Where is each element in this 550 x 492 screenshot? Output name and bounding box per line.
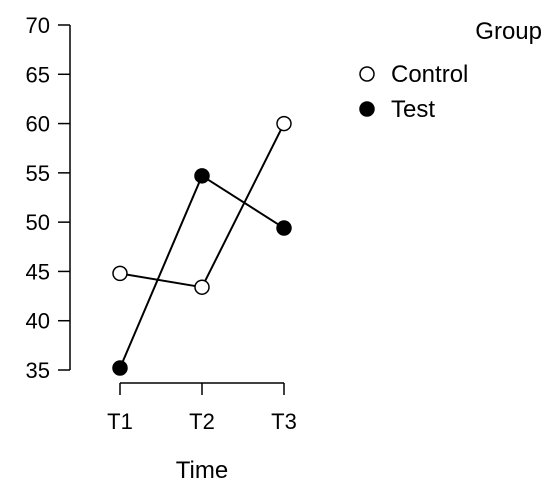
data-point-test [276,220,292,236]
x-tick-label: T1 [107,409,133,434]
series-lines [119,123,285,369]
legend-marker-control [359,66,375,82]
data-point-control [276,115,292,132]
y-tick-label: 40 [26,309,50,334]
y-tick-label: 60 [26,112,50,137]
series-points [112,115,292,376]
legend-marker-test [359,101,375,117]
y-tick-label: 35 [26,358,50,383]
series-line-test [119,174,285,369]
data-point-test [194,168,210,184]
y-tick-label: 65 [26,62,50,87]
x-tick-label: T2 [189,409,215,434]
x-tick-label: T3 [271,409,297,434]
data-point-control [194,279,210,295]
y-tick-label: 70 [26,13,50,38]
data-point-control [112,265,128,282]
x-axis-title: Time [176,457,228,484]
legend: Group Control Test [359,18,542,123]
series-line-control [119,123,285,289]
y-tick-label: 50 [26,210,50,235]
legend-label-test: Test [391,96,435,123]
y-axis: 35 40 45 50 55 60 65 70 [26,13,71,383]
y-tick-label: 45 [26,259,50,284]
x-axis: T1 T2 T3 [107,382,297,434]
legend-title: Group [475,18,542,45]
y-tick-label: 55 [26,161,50,186]
legend-label-control: Control [391,61,468,88]
data-point-test [112,360,128,376]
